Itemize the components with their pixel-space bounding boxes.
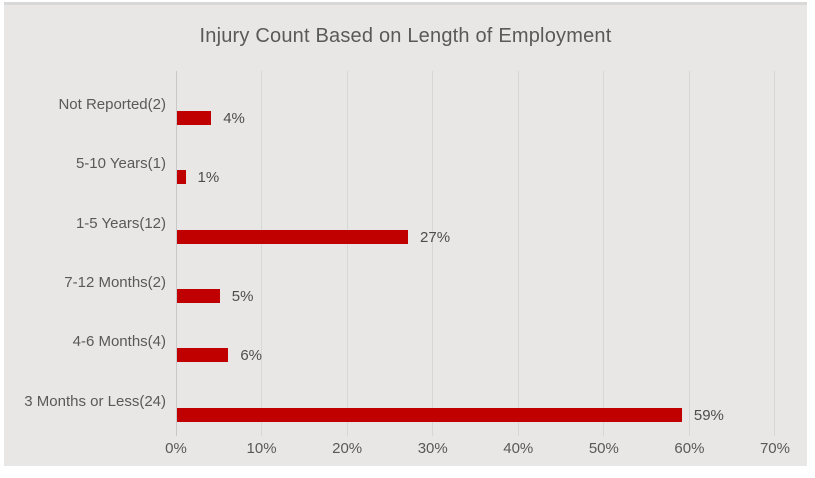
bar-value-label: 59% xyxy=(693,406,724,424)
bar xyxy=(177,170,186,185)
x-tick-label: 50% xyxy=(588,440,619,457)
bar-value-label: 4% xyxy=(223,110,245,127)
gridline xyxy=(774,71,776,436)
chart-title: Injury Count Based on Length of Employme… xyxy=(199,25,612,47)
bar-value-label: 5% xyxy=(231,287,254,305)
category-label: 1-5 Years(12) xyxy=(75,214,166,232)
bar-value-label: 1% xyxy=(197,169,220,187)
gridline xyxy=(517,71,519,436)
x-tick-label: 40% xyxy=(503,440,534,457)
gridline xyxy=(603,71,605,436)
x-tick-label: 0% xyxy=(165,440,187,457)
category-label: 4-6 Months(4) xyxy=(72,333,166,351)
bar xyxy=(177,111,212,125)
x-axis-line xyxy=(175,71,177,436)
bar xyxy=(177,229,409,244)
x-tick-label: 20% xyxy=(332,440,363,457)
x-tick-label: 10% xyxy=(246,440,277,457)
category-label: Not Reported(2) xyxy=(58,96,166,113)
category-label: 7-12 Months(2) xyxy=(64,273,166,291)
gridline xyxy=(432,71,434,436)
x-tick-label: 70% xyxy=(759,440,790,457)
bar xyxy=(177,288,220,303)
bar-value-label: 6% xyxy=(240,347,263,365)
gridline xyxy=(346,71,348,436)
gridline xyxy=(261,71,263,436)
chart-container: Injury Count Based on Length of Employme… xyxy=(4,2,807,466)
x-tick-label: 60% xyxy=(674,440,705,457)
category-label: 3 Months or Less(24) xyxy=(24,392,166,410)
bar xyxy=(177,407,682,422)
category-label: 5-10 Years(1) xyxy=(75,155,166,173)
bar-value-label: 27% xyxy=(420,228,451,246)
x-tick-label: 30% xyxy=(417,440,448,457)
bar xyxy=(177,348,229,363)
gridline xyxy=(688,71,690,436)
